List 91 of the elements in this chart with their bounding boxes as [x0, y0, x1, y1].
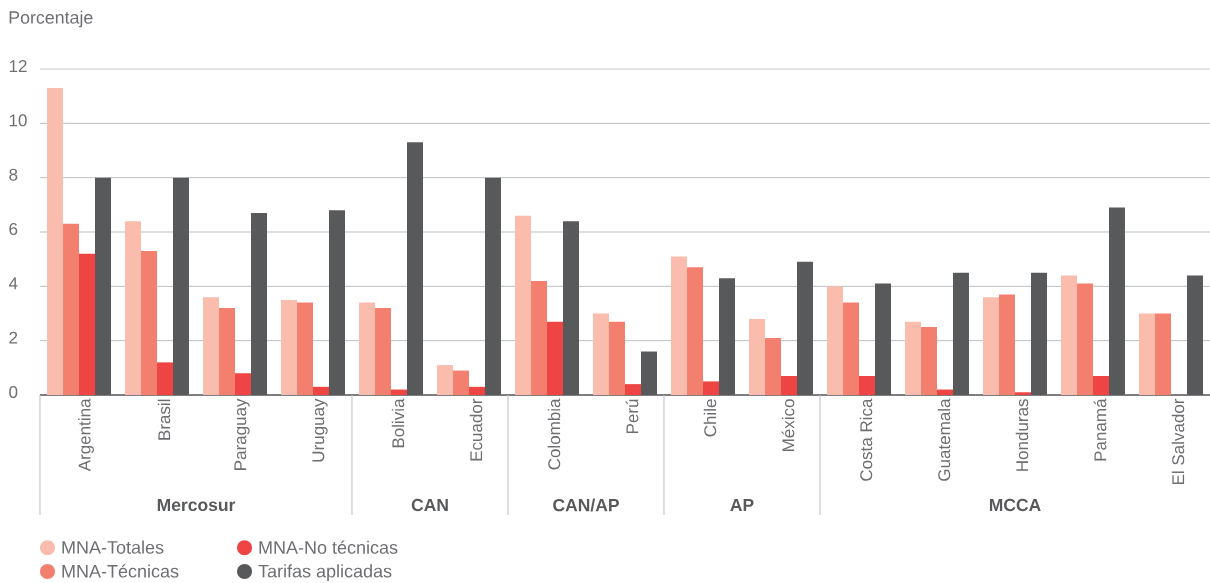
x-tick-label: Panamá	[1093, 398, 1107, 461]
bar	[609, 321, 626, 395]
bar	[641, 351, 657, 395]
x-tick-label: Chile	[703, 399, 717, 437]
bar	[983, 297, 1000, 395]
bar	[827, 286, 844, 395]
bar	[297, 302, 314, 395]
bar	[1077, 283, 1093, 395]
bar	[329, 210, 345, 395]
legend-label: MNA-Totales	[62, 540, 164, 554]
bar	[469, 386, 485, 395]
y-tick-label: 4	[8, 277, 18, 290]
bar	[157, 362, 173, 395]
text: AP	[730, 498, 754, 512]
bar	[173, 177, 189, 395]
bar	[251, 212, 267, 395]
y-tick-label: 12	[9, 60, 27, 72]
x-tick-label: El Salvador	[1171, 398, 1185, 485]
x-tick-label: Uruguay	[312, 398, 328, 462]
x-tick-label: Perú	[625, 399, 639, 434]
bar	[375, 308, 392, 395]
bar	[1155, 313, 1171, 395]
bar	[281, 299, 298, 395]
x-tick-label: Colombia	[547, 398, 561, 470]
bar	[719, 278, 735, 395]
legend-label: Tarifas aplicadas	[258, 564, 392, 582]
legend-label: MNA-Técnicas	[62, 564, 179, 578]
y-tick-label: 0	[9, 385, 18, 399]
x-tick-label: Ecuador	[469, 398, 483, 461]
y-tick-label: 8	[9, 168, 18, 181]
bar	[313, 386, 329, 395]
bar	[79, 253, 95, 395]
bar	[531, 280, 548, 395]
bar	[515, 215, 532, 395]
bar	[485, 177, 501, 395]
bar	[781, 375, 797, 395]
y-tick-label: 10	[9, 114, 27, 127]
bar	[905, 321, 922, 395]
bar	[952, 272, 969, 395]
bar	[671, 256, 688, 395]
x-tick-label: Paraguay	[234, 398, 250, 470]
bar	[843, 302, 859, 395]
bar	[407, 142, 423, 395]
bar	[796, 261, 813, 395]
y-tick-label: 2	[9, 331, 18, 344]
bar	[47, 88, 64, 395]
bar	[95, 177, 111, 395]
bar	[749, 318, 766, 395]
bar	[625, 384, 641, 395]
y-tick-label: 6	[9, 222, 18, 236]
bar	[547, 321, 563, 395]
bar	[203, 297, 220, 395]
bar	[1108, 207, 1125, 395]
bar	[1093, 375, 1109, 395]
text: CAN	[411, 498, 448, 512]
bar	[125, 221, 142, 395]
bar	[593, 313, 610, 395]
bar	[437, 365, 454, 395]
x-tick-label: Guatemala	[937, 398, 951, 481]
y-axis-title: Porcentaje	[9, 10, 93, 28]
text: MCCA	[989, 498, 1041, 512]
x-tick-label: México	[781, 399, 795, 451]
legend-label: MNA-No técnicas	[259, 540, 398, 554]
bar	[937, 389, 953, 395]
bar	[235, 373, 251, 395]
bar	[1061, 275, 1078, 395]
bar	[765, 337, 781, 395]
bar	[687, 267, 704, 395]
bar	[703, 381, 719, 395]
bar	[921, 327, 937, 395]
bar	[999, 294, 1015, 395]
bar	[1015, 392, 1031, 395]
x-tick-label: Argentina	[78, 398, 94, 472]
bar	[141, 251, 158, 395]
bar	[1139, 313, 1156, 395]
bar	[391, 389, 407, 395]
x-tick-label: Brasil	[157, 399, 171, 440]
text: Mercosur	[157, 498, 236, 512]
x-tick-label: Honduras	[1015, 399, 1029, 471]
x-tick-label: Costa Rica	[859, 398, 873, 481]
bar	[219, 308, 236, 395]
bar	[874, 283, 891, 395]
bar	[359, 302, 376, 395]
bar	[859, 375, 875, 395]
bar	[453, 370, 470, 395]
bar	[563, 221, 579, 395]
x-tick-label: Bolivia	[391, 398, 405, 448]
bar	[1186, 275, 1203, 395]
bar	[1030, 272, 1047, 395]
bar	[63, 223, 80, 395]
text: CAN/AP	[553, 498, 619, 512]
